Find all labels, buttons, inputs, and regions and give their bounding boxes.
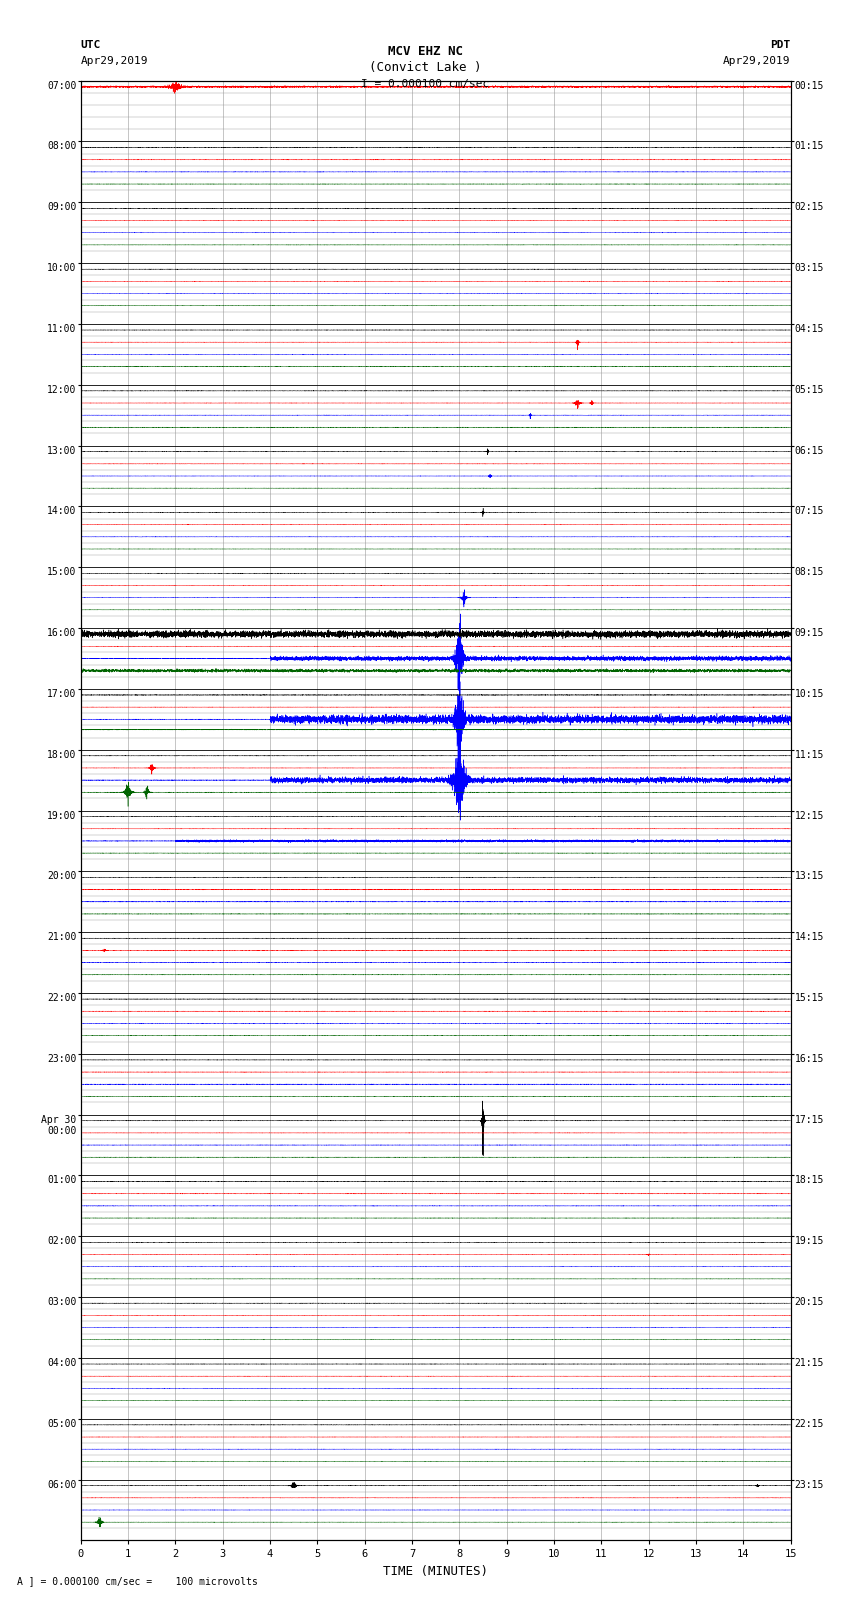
- Text: UTC: UTC: [81, 40, 101, 50]
- Text: (Convict Lake ): (Convict Lake ): [369, 61, 481, 74]
- Text: MCV EHZ NC: MCV EHZ NC: [388, 45, 462, 58]
- Text: A ] = 0.000100 cm/sec =    100 microvolts: A ] = 0.000100 cm/sec = 100 microvolts: [17, 1576, 258, 1586]
- Text: Apr29,2019: Apr29,2019: [81, 56, 148, 66]
- Text: PDT: PDT: [770, 40, 790, 50]
- Text: I = 0.000100 cm/sec: I = 0.000100 cm/sec: [361, 79, 489, 89]
- X-axis label: TIME (MINUTES): TIME (MINUTES): [383, 1565, 488, 1578]
- Text: Apr29,2019: Apr29,2019: [723, 56, 791, 66]
